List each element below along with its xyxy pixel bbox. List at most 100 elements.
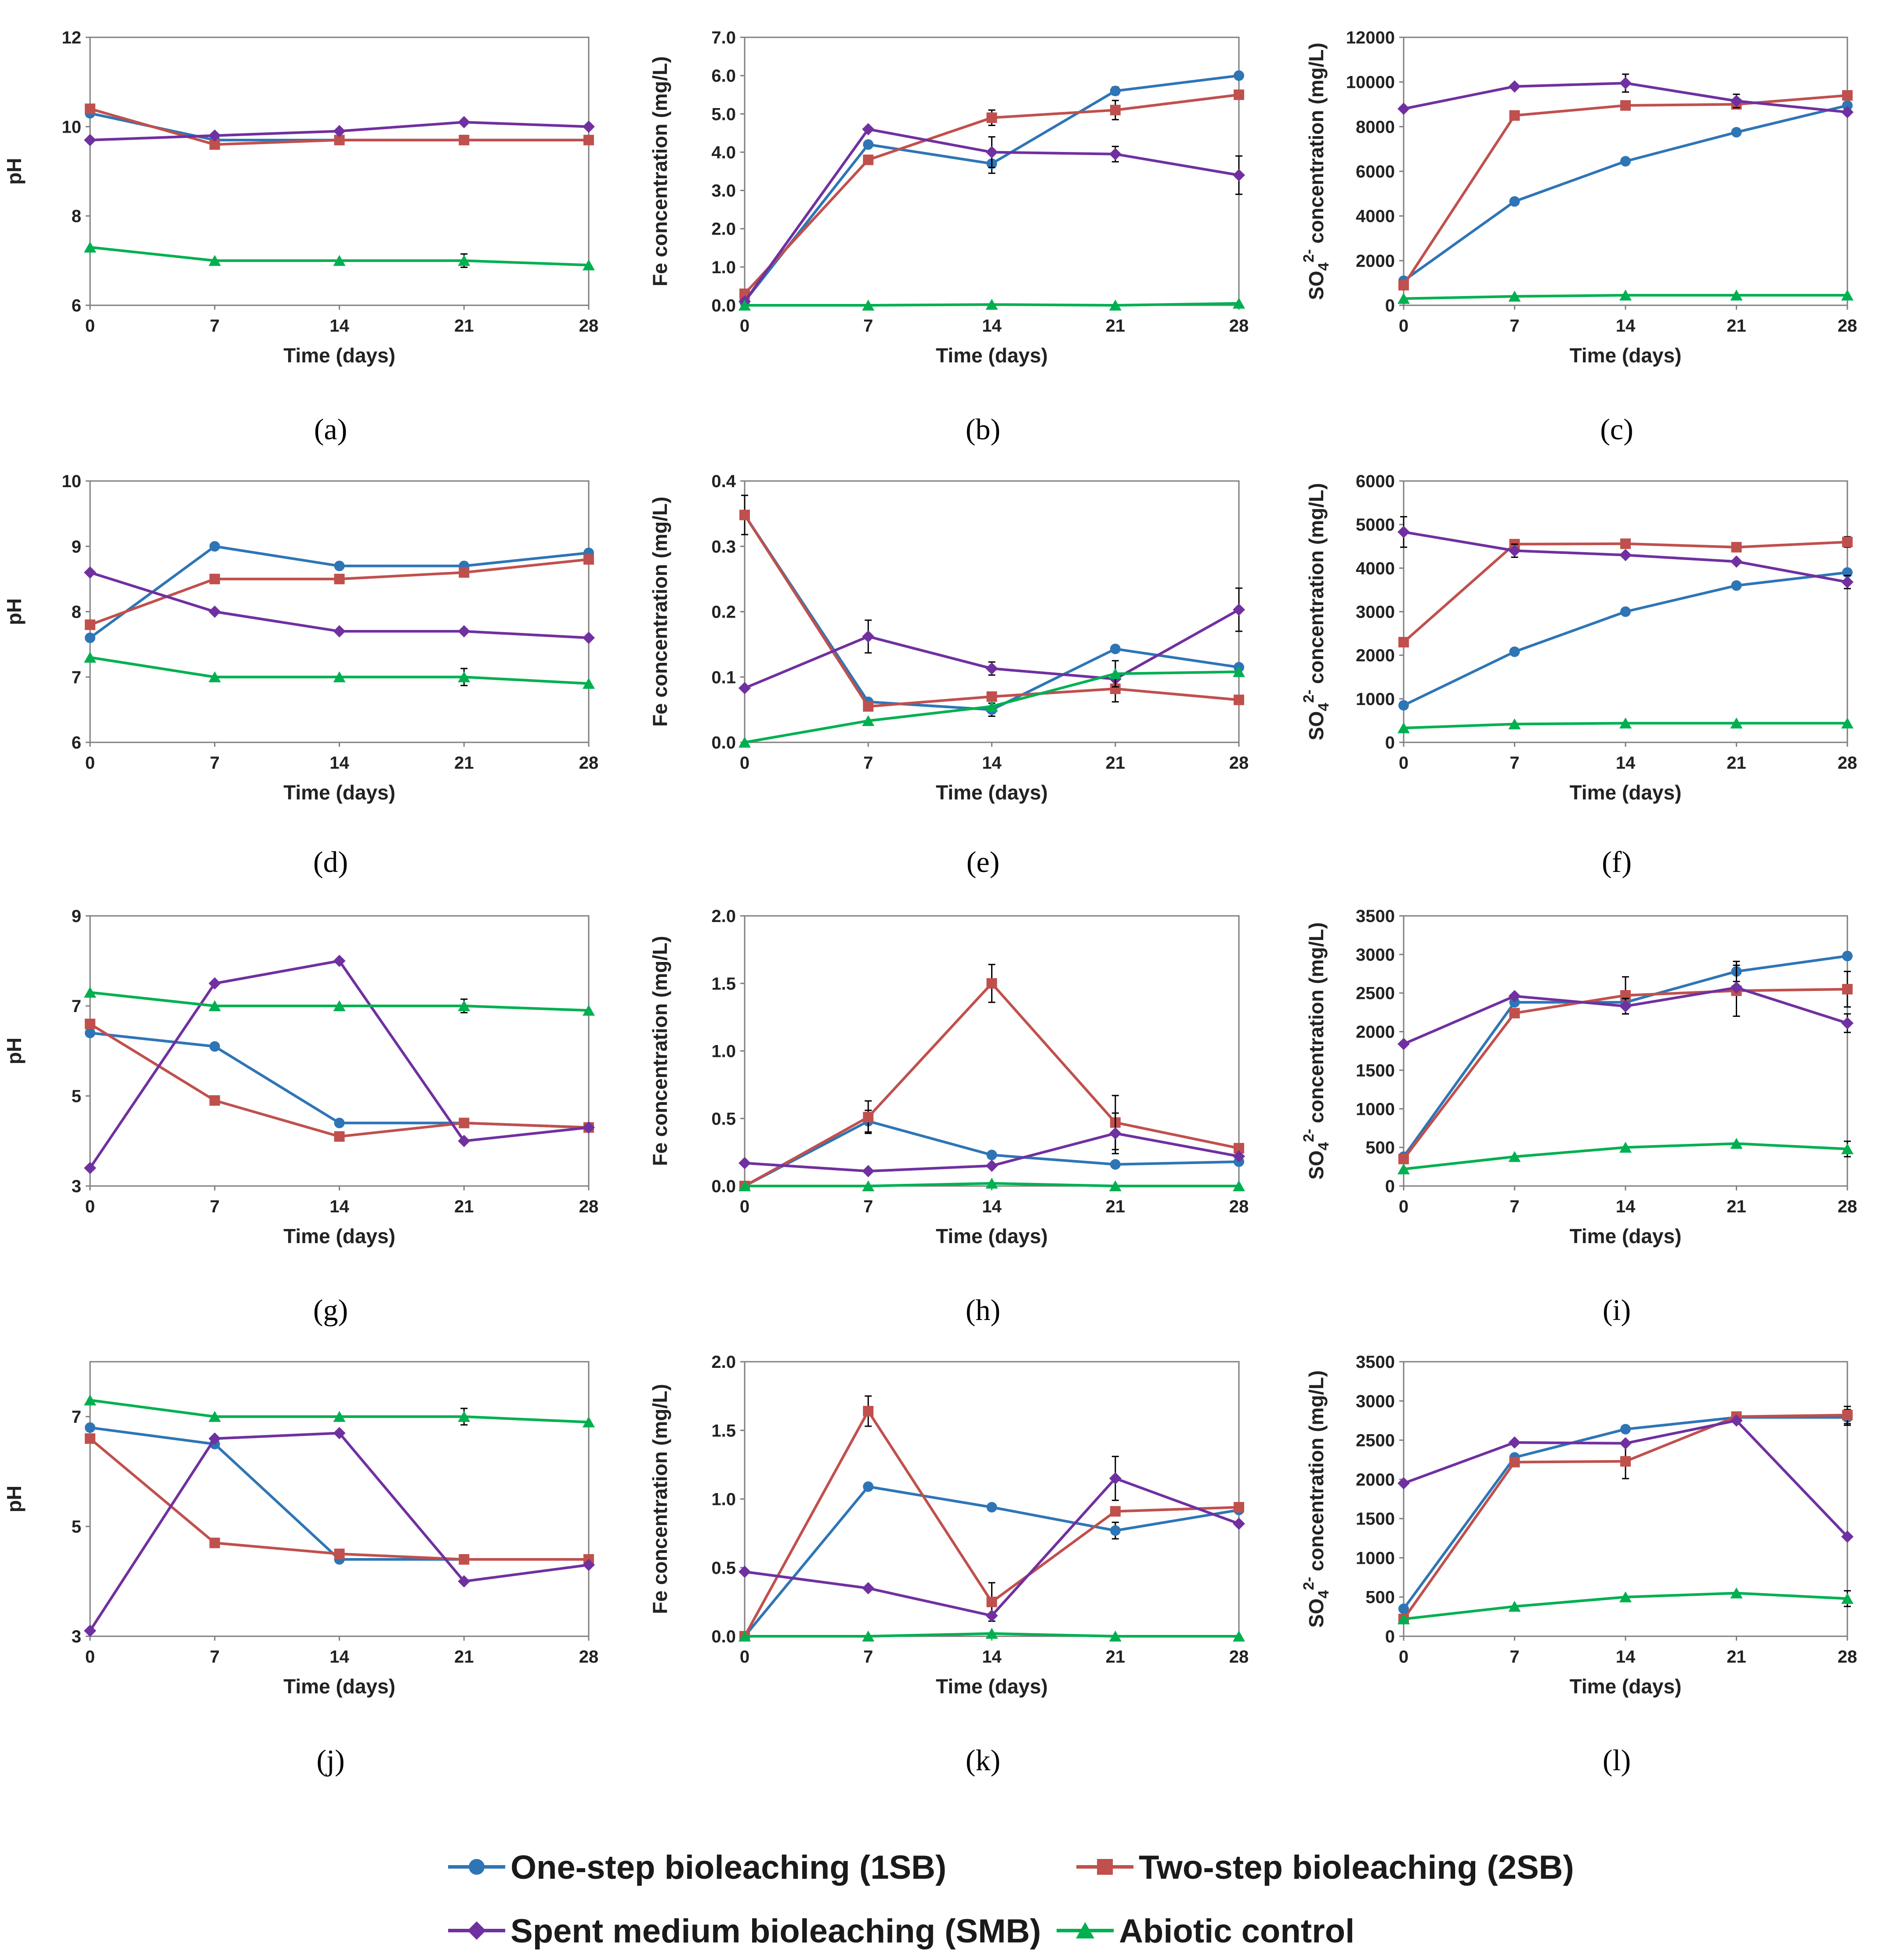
data-point-SMB bbox=[84, 1162, 96, 1174]
data-point-SMB bbox=[1109, 1127, 1122, 1140]
y-tick-label: 4000 bbox=[1356, 207, 1395, 226]
x-axis-title: Time (days) bbox=[936, 781, 1048, 804]
data-point-1SB bbox=[1509, 997, 1520, 1008]
y-tick-label: 7 bbox=[72, 997, 81, 1016]
y-tick-label: 1000 bbox=[1356, 1099, 1395, 1119]
data-point-abiotic bbox=[458, 1000, 471, 1011]
panel-k: 0.0 0.5 1.0 1.5 2.0 0 7 14 21 28 Time (days) Fe con… bbox=[648, 1352, 1249, 1777]
data-point-SMB bbox=[862, 1582, 875, 1595]
data-point-2SB bbox=[1509, 110, 1520, 121]
y-tick-label: 7.0 bbox=[711, 28, 736, 47]
data-point-2SB bbox=[334, 1548, 345, 1559]
data-point-2SB bbox=[1398, 1154, 1409, 1164]
panel-caption: (e) bbox=[967, 845, 999, 879]
y-tick-label: 1.0 bbox=[711, 1042, 736, 1061]
data-point-abiotic bbox=[1730, 1587, 1743, 1598]
series-line-2SB bbox=[743, 514, 1239, 708]
x-tick-label: 28 bbox=[579, 753, 599, 773]
data-point-2SB bbox=[1509, 1008, 1520, 1019]
data-point-2SB bbox=[1842, 984, 1853, 994]
series-SMB bbox=[1397, 516, 1854, 589]
series-SMB bbox=[84, 566, 595, 644]
data-point-abiotic bbox=[84, 987, 96, 998]
series-abiotic bbox=[739, 660, 1245, 748]
y-tick-label: 0.2 bbox=[711, 603, 736, 622]
data-point-abiotic bbox=[1109, 1180, 1122, 1191]
data-point-1SB bbox=[1110, 644, 1121, 655]
data-point-SMB bbox=[583, 120, 595, 133]
data-point-SMB bbox=[333, 125, 346, 137]
y-tick-label: 0.0 bbox=[711, 733, 736, 752]
x-tick-label: 7 bbox=[1510, 316, 1519, 336]
data-point-abiotic bbox=[1397, 1163, 1410, 1175]
series-1SB bbox=[739, 70, 1244, 307]
y-axis-title: Fe concentration (mg/L) bbox=[648, 56, 671, 286]
x-tick-label: 14 bbox=[1616, 753, 1636, 773]
data-point-abiotic bbox=[862, 1631, 875, 1642]
data-point-SMB bbox=[739, 682, 751, 694]
data-point-abiotic bbox=[1619, 717, 1632, 729]
x-tick-label: 21 bbox=[1106, 753, 1126, 773]
series-SMB bbox=[739, 587, 1245, 694]
data-point-SMB bbox=[1730, 94, 1743, 107]
x-tick-label: 21 bbox=[1106, 1647, 1126, 1667]
data-point-1SB bbox=[1620, 1424, 1631, 1435]
y-tick-label: 0.5 bbox=[711, 1109, 736, 1128]
data-point-1SB bbox=[1620, 606, 1631, 617]
x-tick-label: 28 bbox=[1229, 753, 1249, 773]
y-tick-label: 0.5 bbox=[711, 1559, 736, 1578]
y-tick-label: 2.0 bbox=[711, 220, 736, 239]
data-point-abiotic bbox=[1841, 717, 1854, 729]
series-line-1SB bbox=[743, 514, 1239, 711]
y-tick-label: 7 bbox=[72, 1407, 81, 1427]
data-point-2SB bbox=[85, 103, 95, 114]
data-point-1SB bbox=[986, 1502, 997, 1513]
series-2SB bbox=[739, 1395, 1244, 1642]
data-point-SMB bbox=[333, 625, 346, 638]
data-point-2SB bbox=[459, 1117, 470, 1128]
series-1SB bbox=[739, 495, 1244, 717]
data-point-abiotic bbox=[1730, 1138, 1743, 1149]
y-tick-label: 2500 bbox=[1356, 1431, 1395, 1450]
data-point-abiotic bbox=[208, 1411, 221, 1422]
series-line-1SB bbox=[1403, 571, 1848, 707]
x-tick-label: 7 bbox=[863, 1647, 873, 1667]
data-point-abiotic bbox=[1109, 300, 1122, 311]
data-point-SMB bbox=[1619, 1437, 1632, 1450]
data-point-SMB bbox=[1233, 604, 1245, 616]
x-axis-title: Time (days) bbox=[283, 1675, 395, 1698]
series-SMB bbox=[739, 1112, 1245, 1178]
data-point-abiotic bbox=[333, 255, 346, 266]
y-axis-title: Fe concentration (mg/L) bbox=[648, 497, 671, 727]
data-point-abiotic bbox=[1233, 1631, 1245, 1642]
data-point-abiotic bbox=[1619, 289, 1632, 301]
y-tick-label: 0 bbox=[1385, 1177, 1395, 1196]
data-point-2SB bbox=[863, 1112, 874, 1123]
x-tick-label: 14 bbox=[982, 1197, 1002, 1216]
data-point-abiotic bbox=[1508, 290, 1521, 302]
panel-caption: (b) bbox=[966, 412, 1000, 446]
plot-frame bbox=[89, 1361, 590, 1637]
y-tick-label: 1.5 bbox=[711, 1421, 736, 1440]
x-axis-title: Time (days) bbox=[1570, 1225, 1682, 1248]
y-tick-label: 3500 bbox=[1356, 907, 1395, 926]
series-line-1SB bbox=[90, 1426, 589, 1561]
data-point-SMB bbox=[1841, 1530, 1854, 1543]
x-tick-label: 7 bbox=[210, 1647, 220, 1667]
x-tick-label: 7 bbox=[210, 316, 220, 336]
y-tick-label: 6 bbox=[72, 733, 81, 752]
x-tick-label: 0 bbox=[85, 316, 95, 336]
data-point-SMB bbox=[583, 1559, 595, 1571]
y-tick-label: 3000 bbox=[1356, 1392, 1395, 1411]
x-axis-title: Time (days) bbox=[1570, 1675, 1682, 1698]
data-point-abiotic bbox=[1841, 1593, 1854, 1604]
x-tick-label: 21 bbox=[454, 753, 474, 773]
data-point-1SB bbox=[1731, 580, 1742, 591]
series-2SB bbox=[1398, 90, 1853, 291]
x-axis-title: Time (days) bbox=[283, 344, 395, 367]
data-point-abiotic bbox=[1508, 1601, 1521, 1612]
y-tick-label: 500 bbox=[1365, 1588, 1395, 1607]
y-tick-label: 6000 bbox=[1356, 472, 1395, 491]
data-point-abiotic bbox=[1841, 1143, 1854, 1154]
